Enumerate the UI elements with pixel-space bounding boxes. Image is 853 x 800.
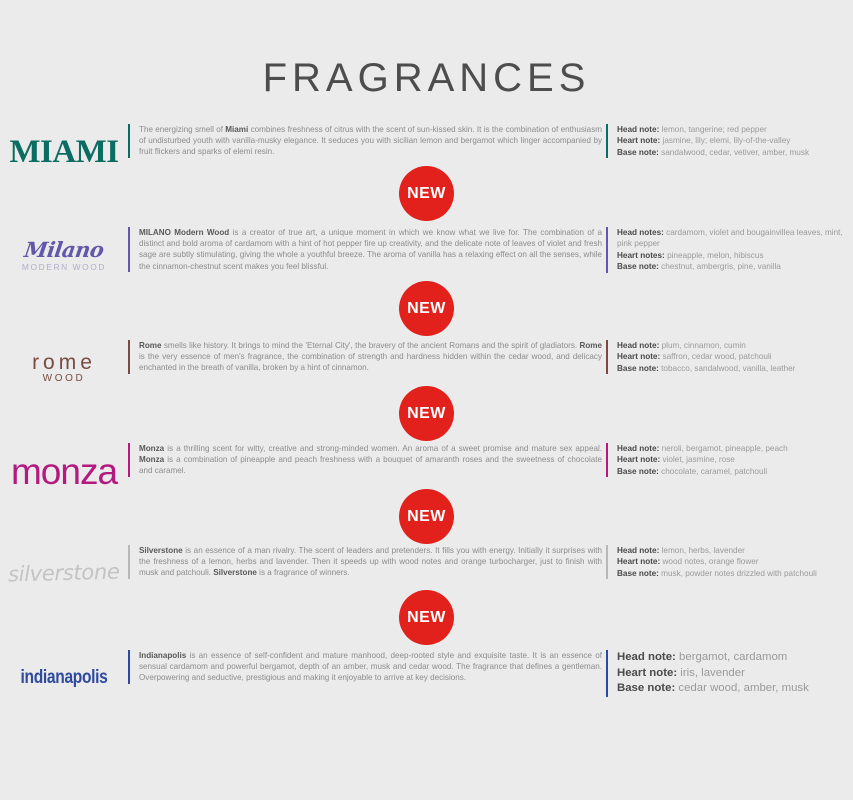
logo-cell-monza: monza [0,443,128,499]
fragrance-row-monza: monza Monza is a thrilling scent for wit… [0,443,853,499]
description-silverstone: Silverstone is an essence of a man rival… [128,545,602,579]
fragrance-row-indianapolis: indianapolis Indianapolis is an essence … [0,650,853,706]
description-miami: The energizing smell of Miami combines f… [128,124,602,158]
note-heart: Heart note: jasmine, lily; elemi, lily-o… [617,136,791,146]
description-milano: MILANO Modern Wood is a creator of true … [128,227,602,272]
fragrance-row-rome: rome WOOD Rome smells like history. It b… [0,340,853,396]
logo-milano: Milano MODERN WOOD [21,236,107,272]
notes-indianapolis: Head note: bergamot, cardamom Heart note… [606,650,851,697]
notes-rome: Head note: plum, cinnamon, cumin Heart n… [606,340,851,375]
note-head: Head notes: cardamom, violet and bougain… [617,228,843,249]
new-badge-4[interactable]: NEW [399,489,454,544]
new-badge-1[interactable]: NEW [399,166,454,221]
logo-indianapolis: indianapolis [20,667,108,688]
note-head: Head note: bergamot, cardamom [617,651,788,663]
note-base: Base note: musk, powder notes drizzled w… [617,568,817,578]
logo-cell-rome: rome WOOD [0,340,128,396]
logo-monza: monza [10,450,118,492]
note-head: Head note: neroli, bergamot, pineapple, … [617,444,788,453]
logo-rome: rome WOOD [32,352,96,384]
note-head: Head note: lemon, herbs, lavender [617,546,745,555]
description-text: Indianapolis is an essence of self-confi… [139,651,602,683]
description-text: The energizing smell of Miami combines f… [139,125,602,157]
description-indianapolis: Indianapolis is an essence of self-confi… [128,650,602,684]
fragrance-row-miami: MIAMI The energizing smell of Miami comb… [0,124,853,180]
note-base: Base note: sandalwood, cedar, vetiver, a… [617,147,810,157]
note-heart: Heart note: saffron, cedar wood, patchou… [617,352,772,362]
notes-milano: Head notes: cardamom, violet and bougain… [606,227,851,273]
description-text: Rome smells like history. It brings to m… [139,341,602,373]
notes-monza: Head note: neroli, bergamot, pineapple, … [606,443,851,478]
description-rome: Rome smells like history. It brings to m… [128,340,602,374]
note-base: Base note: chestnut, ambergris, pine, va… [617,262,781,272]
note-base: Base note: tobacco, sandalwood, vanilla,… [617,363,796,373]
logo-milano-script: Milano [22,236,106,262]
note-heart: Heart note: violet, jasmine, rose [617,455,735,465]
notes-silverstone: Head note: lemon, herbs, lavender Heart … [606,545,851,580]
note-base: Base note: cedar wood, amber, musk [617,682,809,694]
logo-miami: MIAMI [9,133,119,170]
notes-miami: Head note: lemon, tangerine; red pepper … [606,124,851,159]
description-text: MILANO Modern Wood is a creator of true … [139,228,602,271]
logo-rome-subtitle: WOOD [42,373,86,384]
logo-milano-subtitle: MODERN WOOD [21,261,107,272]
fragrance-row-silverstone: silverstone Silverstone is an essence of… [0,545,853,601]
note-heart: Heart note: wood notes, orange flower [617,557,759,567]
new-badge-2[interactable]: NEW [399,281,454,336]
logo-cell-milano: Milano MODERN WOOD [0,227,128,283]
logo-cell-silverstone: silverstone [0,545,128,601]
fragrance-row-milano: Milano MODERN WOOD MILANO Modern Wood is… [0,227,853,283]
note-heart: Heart note: iris, lavender [617,666,745,679]
note-head: Head note: lemon, tangerine; red pepper [617,125,767,134]
logo-silverstone: silverstone [7,559,121,587]
description-text: Monza is a thrilling scent for witty, cr… [139,444,602,476]
logo-cell-miami: MIAMI [0,124,128,180]
logo-cell-indianapolis: indianapolis [0,650,128,706]
note-head: Head note: plum, cinnamon, cumin [617,341,746,350]
description-monza: Monza is a thrilling scent for witty, cr… [128,443,602,477]
note-base: Base note: chocolate, caramel, patchouli [617,466,768,476]
note-heart: Heart notes: pineapple, melon, hibiscus [617,250,764,260]
page-title: FRAGRANCES [262,56,591,100]
description-text: Silverstone is an essence of a man rival… [139,546,602,578]
new-badge-5[interactable]: NEW [399,590,454,645]
logo-rome-main: rome [32,351,96,374]
new-badge-3[interactable]: NEW [399,386,454,441]
